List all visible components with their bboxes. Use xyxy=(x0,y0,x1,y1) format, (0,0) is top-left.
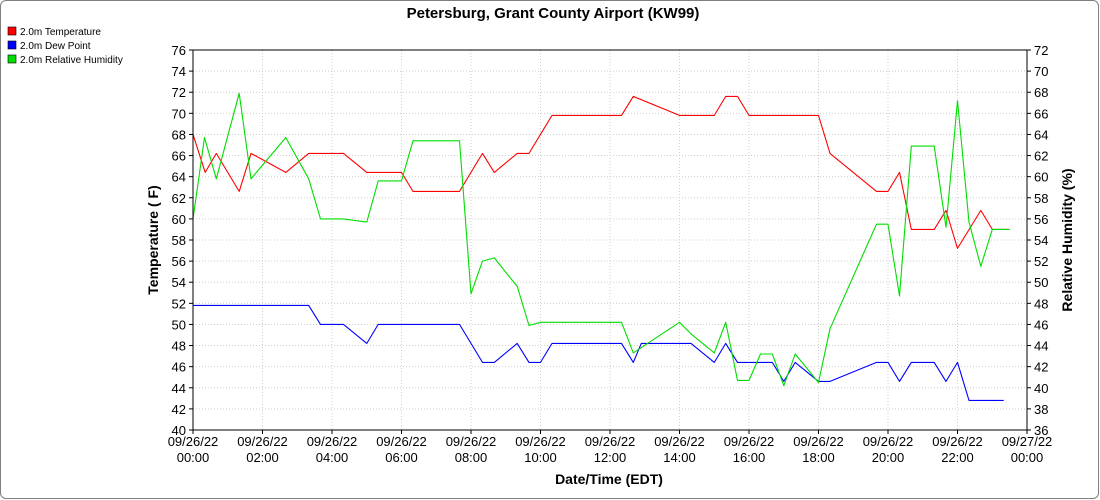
x-tick-label-time: 20:00 xyxy=(872,450,905,465)
chart-title: Petersburg, Grant County Airport (KW99) xyxy=(407,5,700,22)
y-axis-label: Temperature ( F) xyxy=(145,185,161,294)
y2-tick-label: 38 xyxy=(1034,402,1048,417)
y-tick-label: 76 xyxy=(172,43,186,58)
y2-tick-label: 60 xyxy=(1034,170,1048,185)
y-tick-label: 74 xyxy=(172,64,186,79)
x-tick-label-time: 14:00 xyxy=(663,450,696,465)
grid xyxy=(192,49,1028,431)
y2-tick-label: 48 xyxy=(1034,296,1048,311)
x-tick-label-date: 09/26/22 xyxy=(515,434,566,449)
y-tick-label: 62 xyxy=(172,191,186,206)
y-tick-label: 64 xyxy=(172,170,186,185)
x-tick-label-date: 09/27/22 xyxy=(1002,434,1053,449)
y-tick-label: 66 xyxy=(172,149,186,164)
y-tick-label: 70 xyxy=(172,106,186,121)
legend-label: 2.0m Temperature xyxy=(20,27,101,38)
y-tick-label: 44 xyxy=(172,381,186,396)
y2-tick-label: 42 xyxy=(1034,360,1048,375)
x-tick-label-date: 09/26/22 xyxy=(654,434,705,449)
y-tick-label: 40 xyxy=(172,423,186,438)
y-tick-label: 72 xyxy=(172,85,186,100)
y2-tick-label: 36 xyxy=(1034,423,1048,438)
y2-tick-label: 46 xyxy=(1034,317,1048,332)
x-tick-label-date: 09/26/22 xyxy=(376,434,427,449)
y2-tick-label: 52 xyxy=(1034,254,1048,269)
y2-tick-label: 44 xyxy=(1034,339,1048,354)
x-axis-label: Date/Time (EDT) xyxy=(555,471,663,487)
y-tick-label: 48 xyxy=(172,339,186,354)
x-tick-label-time: 16:00 xyxy=(733,450,766,465)
y2-tick-label: 68 xyxy=(1034,85,1048,100)
x-tick-label-time: 00:00 xyxy=(177,450,210,465)
legend-swatch xyxy=(7,40,17,50)
y2-tick-label: 70 xyxy=(1034,64,1048,79)
legend-label: 2.0m Relative Humidity xyxy=(20,55,123,66)
y-tick-label: 60 xyxy=(172,212,186,227)
x-tick-label-time: 00:00 xyxy=(1011,450,1044,465)
x-tick-label-time: 06:00 xyxy=(385,450,418,465)
legend: 2.0m Temperature 2.0m Dew Point 2.0m Relat… xyxy=(7,26,123,66)
legend-swatch xyxy=(7,54,17,64)
y2-tick-label: 50 xyxy=(1034,275,1048,290)
x-tick-label-date: 09/26/22 xyxy=(724,434,775,449)
x-tick-label-date: 09/26/22 xyxy=(237,434,288,449)
y-tick-label: 58 xyxy=(172,233,186,248)
series-line-2-0m-temperature xyxy=(192,95,1010,249)
legend-swatch xyxy=(7,26,17,36)
y-tick-label: 42 xyxy=(172,402,186,417)
axes: 40 42 44 46 48 50 52 54 56 58 60 62 64 66 68 70 72 74 76 36… xyxy=(168,43,1053,465)
x-tick-label-date: 09/26/22 xyxy=(585,434,636,449)
x-tick-label-time: 08:00 xyxy=(455,450,488,465)
x-tick-label-time: 04:00 xyxy=(316,450,349,465)
y2-tick-label: 40 xyxy=(1034,381,1048,396)
y-tick-label: 46 xyxy=(172,360,186,375)
y2-tick-label: 72 xyxy=(1034,43,1048,58)
series-layer xyxy=(192,92,1010,401)
x-tick-label-date: 09/26/22 xyxy=(793,434,844,449)
x-tick-label-date: 09/26/22 xyxy=(168,434,219,449)
y2-axis-label: Relative Humidity (%) xyxy=(1059,168,1075,311)
plot-border xyxy=(192,49,1028,431)
x-tick-label-time: 12:00 xyxy=(594,450,627,465)
y2-tick-label: 64 xyxy=(1034,127,1048,142)
x-tick-label-time: 02:00 xyxy=(246,450,279,465)
x-tick-label-date: 09/26/22 xyxy=(863,434,914,449)
y-tick-label: 52 xyxy=(172,296,186,311)
y-tick-label: 56 xyxy=(172,254,186,269)
series-line-2-0m-dew-point xyxy=(193,304,1004,401)
y2-tick-label: 58 xyxy=(1034,191,1048,206)
y2-tick-label: 56 xyxy=(1034,212,1048,227)
y-tick-label: 50 xyxy=(172,317,186,332)
y-tick-label: 54 xyxy=(172,275,186,290)
x-tick-label-date: 09/26/22 xyxy=(932,434,983,449)
x-tick-label-time: 22:00 xyxy=(941,450,974,465)
legend-label: 2.0m Dew Point xyxy=(20,41,91,52)
series-line-2-0m-relative-humidity xyxy=(192,92,1010,387)
y2-tick-label: 66 xyxy=(1034,106,1048,121)
x-tick-label-time: 10:00 xyxy=(524,450,557,465)
y2-tick-label: 62 xyxy=(1034,149,1048,164)
x-tick-label-date: 09/26/22 xyxy=(307,434,358,449)
y-tick-label: 68 xyxy=(172,127,186,142)
x-tick-label-date: 09/26/22 xyxy=(446,434,497,449)
y2-tick-label: 54 xyxy=(1034,233,1048,248)
x-tick-label-time: 18:00 xyxy=(802,450,835,465)
